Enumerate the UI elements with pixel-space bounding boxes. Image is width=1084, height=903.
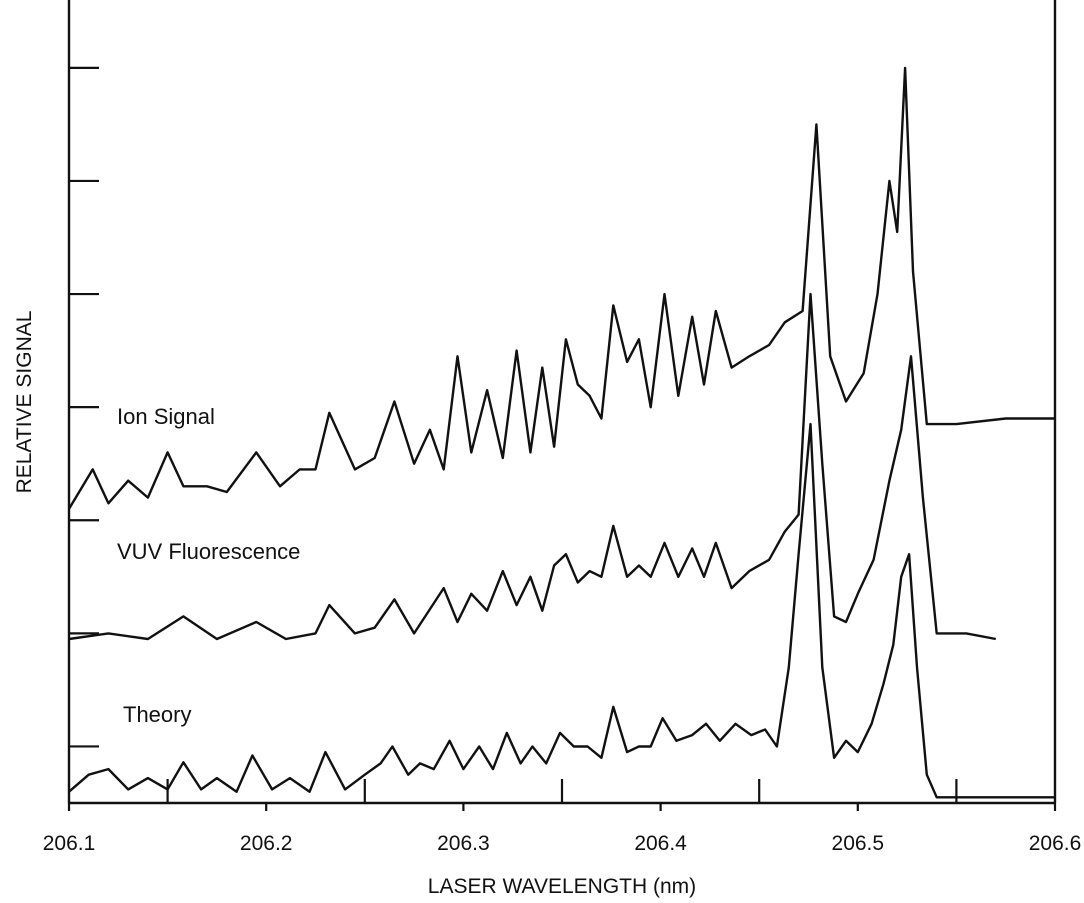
x-tick-label: 206.5 xyxy=(832,832,885,855)
x-axis-title: LASER WAVELENGTH (nm) xyxy=(428,875,696,898)
series-label-theory: Theory xyxy=(123,702,191,727)
labels-layer: Ion Signal VUV Fluorescence Theory xyxy=(117,404,300,727)
x-tick-label: 206.4 xyxy=(634,832,687,855)
y-ticks xyxy=(69,66,99,748)
x-tick-label: 206.6 xyxy=(1029,832,1082,855)
x-ticks: 206.1 206.2 206.3 206.4 206.5 206.6 xyxy=(43,779,1082,855)
x-tick-label: 206.2 xyxy=(240,832,293,855)
y-axis-title: RELATIVE SIGNAL xyxy=(13,311,36,494)
x-tick-label: 206.1 xyxy=(43,832,96,855)
x-tick-label: 206.3 xyxy=(437,832,490,855)
series-line-vuv-fluorescence xyxy=(68,292,997,641)
series-label-ion-signal: Ion Signal xyxy=(117,404,215,429)
series-line-theory xyxy=(68,422,1055,799)
series-line-ion-signal xyxy=(67,66,1055,510)
series-layer xyxy=(67,66,1055,799)
series-label-vuv-fluorescence: VUV Fluorescence xyxy=(117,539,300,564)
